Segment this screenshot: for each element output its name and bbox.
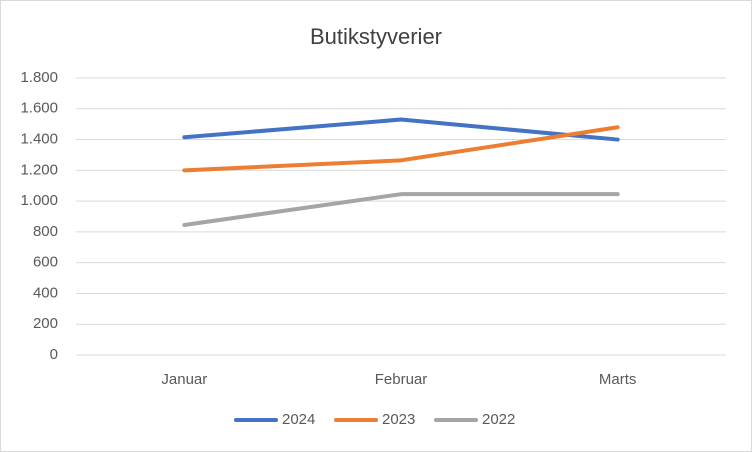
line-series bbox=[182, 117, 620, 142]
line-series bbox=[182, 192, 620, 227]
y-tick-label: 1.400 bbox=[20, 131, 58, 148]
y-tick-label: 1.200 bbox=[20, 161, 58, 178]
legend-label: 2024 bbox=[282, 411, 315, 428]
legend-label: 2022 bbox=[482, 411, 515, 428]
y-tick-label: 600 bbox=[33, 254, 58, 271]
y-tick-label: 800 bbox=[33, 223, 58, 240]
y-tick-label: 1.800 bbox=[20, 69, 58, 86]
y-tick-label: 1.600 bbox=[20, 100, 58, 117]
y-tick-label: 400 bbox=[33, 284, 58, 301]
x-tick-label: Marts bbox=[599, 371, 637, 388]
x-tick-label: Februar bbox=[375, 371, 428, 388]
y-tick-label: 200 bbox=[33, 315, 58, 332]
legend-label: 2023 bbox=[382, 411, 415, 428]
x-tick-label: Januar bbox=[161, 371, 207, 388]
y-tick-label: 0 bbox=[50, 346, 58, 363]
line-series bbox=[182, 125, 620, 173]
y-tick-label: 1.000 bbox=[20, 192, 58, 209]
chart-title: Butikstyverier bbox=[310, 24, 442, 49]
